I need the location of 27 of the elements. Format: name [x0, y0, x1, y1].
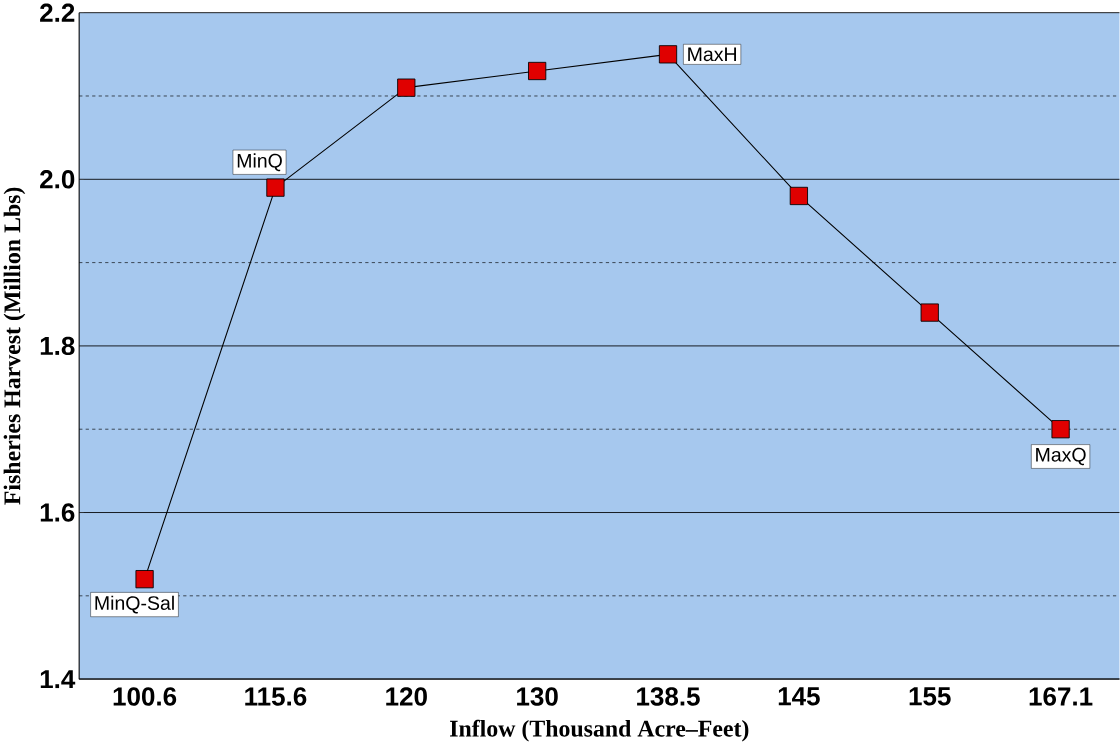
annotation: MinQ: [237, 153, 282, 172]
point: [397, 78, 416, 97]
point: [135, 569, 154, 589]
point: [528, 61, 547, 81]
y-tick-label: 1.8: [40, 336, 75, 356]
annotation: MaxH: [688, 47, 736, 62]
x-axis-title: Inflow (Thousand Acre–Feet): [450, 719, 749, 742]
x-tick-label: 145: [778, 687, 820, 706]
point: [920, 303, 939, 322]
x-tick-label: 130: [517, 687, 558, 706]
y-tick-label: 1.4: [40, 670, 76, 688]
x-tick-label: 115.6: [245, 687, 307, 706]
annotation: MinQ-Sal: [95, 595, 174, 614]
annotation: MaxQ: [1036, 447, 1086, 466]
x-tick-label: 167.1: [1029, 687, 1093, 706]
point: [789, 186, 808, 205]
x-tick-label: 155: [909, 687, 951, 706]
point: [1051, 420, 1070, 439]
point: [658, 45, 678, 64]
y-tick-label: 2.0: [40, 170, 75, 189]
point: [266, 178, 285, 197]
x-tick-label: 100.6: [113, 687, 177, 706]
y-axis-title: Fisheries Harvest (Million Lbs): [3, 187, 26, 505]
x-tick-label: 120: [386, 687, 427, 706]
y-tick-label: 2.2: [40, 3, 75, 22]
y-tick-label: 1.6: [40, 503, 75, 522]
x-tick-label: 138.5: [637, 687, 700, 706]
